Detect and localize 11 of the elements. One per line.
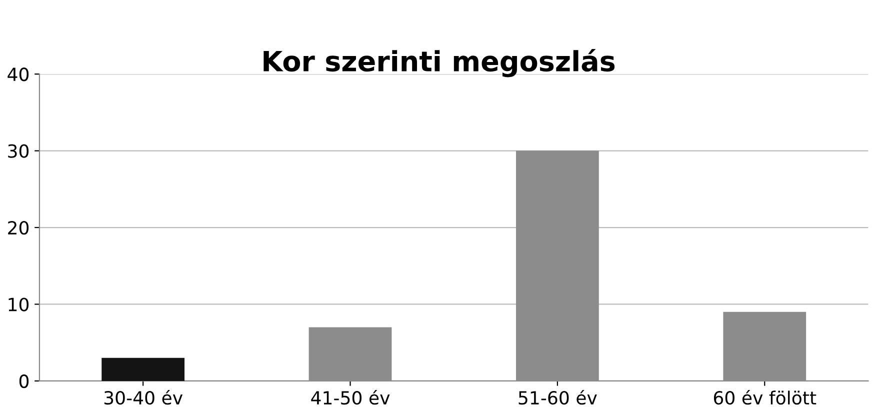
y-tick-label: 0	[19, 374, 29, 388]
bar	[102, 358, 184, 381]
y-tick-label: 30	[8, 144, 29, 158]
y-tick-label: 40	[8, 68, 29, 82]
x-tick-label: 41-50 év	[311, 390, 390, 405]
chart-title: Kor szerinti megoszlás	[264, 48, 615, 78]
x-tick-label: 60 év fölött	[714, 390, 816, 405]
y-tick-label: 10	[8, 298, 29, 312]
x-tick-label: 30-40 év	[104, 390, 183, 405]
y-tick-label: 20	[8, 220, 29, 235]
x-tick-label: 51-60 év	[518, 390, 597, 405]
